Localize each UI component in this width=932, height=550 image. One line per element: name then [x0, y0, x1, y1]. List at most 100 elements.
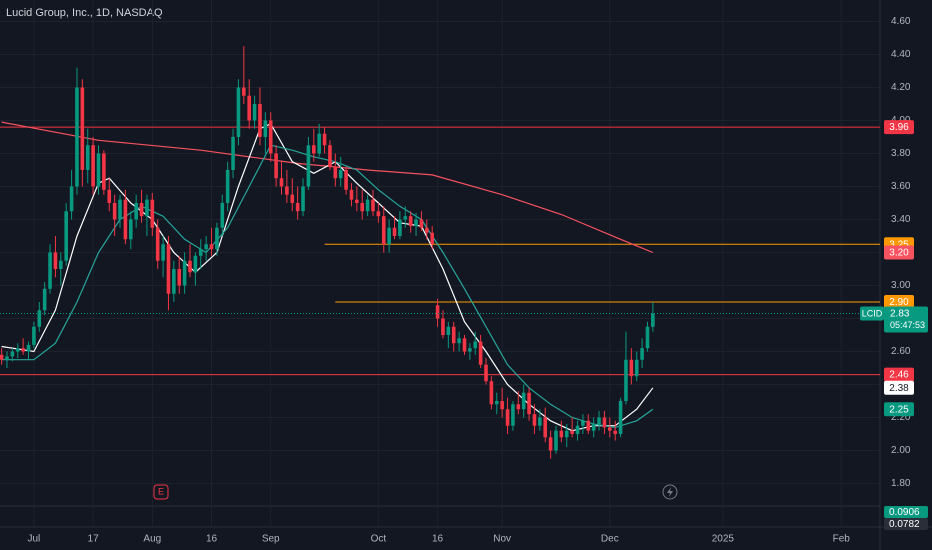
candle-body: [247, 95, 251, 121]
candle-body: [317, 133, 321, 154]
moving-average: [1, 121, 654, 254]
candle-body: [10, 351, 15, 357]
ma-label-bg: [884, 380, 914, 395]
candle-body: [172, 268, 176, 294]
candle-body: [231, 136, 235, 170]
candle-body: [521, 392, 526, 410]
candle-body: [538, 417, 542, 426]
candle-body: [134, 202, 138, 220]
candle-body: [112, 202, 117, 220]
candle-body: [586, 420, 591, 431]
candle-body: [91, 145, 95, 187]
candle-body: [193, 255, 198, 273]
symbol-tag: LCID: [862, 308, 883, 318]
candle-body: [32, 326, 36, 345]
candle-body: [263, 120, 268, 137]
candle-body: [457, 338, 461, 344]
candle-body: [150, 199, 155, 228]
y-tick-label: 3.40: [891, 214, 911, 225]
candle-body: [311, 145, 316, 154]
candle-body: [554, 430, 558, 451]
candle-body: [301, 186, 305, 212]
ma-label-bg: [884, 402, 914, 417]
candle-body: [53, 252, 58, 269]
candle-body: [155, 227, 160, 261]
x-tick-label: Jul: [28, 534, 41, 545]
level-label-bg: [884, 294, 914, 309]
indicator-label: 0.0906: [889, 507, 920, 518]
x-tick-label: 16: [432, 534, 444, 545]
candle-body: [597, 417, 601, 425]
candle-body: [381, 216, 386, 245]
candle-body: [322, 133, 327, 146]
candle-body: [118, 199, 122, 220]
candle-body: [333, 166, 338, 179]
candle-body: [279, 178, 284, 187]
candle-body: [59, 260, 63, 269]
candle-body: [26, 344, 31, 352]
candle-body: [478, 341, 483, 365]
x-tick-label: Oct: [371, 534, 387, 545]
earnings-icon[interactable]: E: [153, 484, 169, 500]
candle-body: [344, 169, 348, 190]
candle-body: [640, 348, 644, 360]
level-label: 3.96: [889, 122, 909, 133]
candle-body: [527, 392, 531, 415]
candle-body: [408, 216, 413, 227]
candle-body: [96, 153, 101, 187]
candle-body: [360, 202, 365, 212]
candle-body: [446, 326, 451, 335]
y-tick-label: 2.00: [891, 445, 911, 456]
x-tick-label: Nov: [493, 534, 511, 545]
ma-label: 3.20: [889, 248, 909, 259]
y-tick-label: 2.60: [891, 346, 911, 357]
candle-body: [5, 356, 9, 360]
candle-body: [252, 103, 257, 121]
candle-body: [602, 417, 607, 428]
ma-label-bg: [884, 245, 914, 260]
candle-body: [608, 427, 612, 431]
ma-label: 2.38: [889, 383, 909, 394]
x-tick-label: 16: [206, 534, 218, 545]
x-tick-label: 17: [88, 534, 100, 545]
last-price-label: 2.83: [890, 309, 910, 320]
candle-body: [220, 202, 225, 228]
candle-body: [500, 400, 504, 410]
indicator-label: 0.0782: [889, 519, 920, 530]
y-tick-label: 2.20: [891, 412, 911, 423]
x-tick-label: Aug: [143, 534, 161, 545]
candle-body: [505, 409, 510, 426]
level-label-bg: [884, 120, 914, 135]
candle-body: [215, 227, 219, 250]
candle-body: [419, 219, 424, 228]
candle-body: [328, 145, 332, 167]
candle-body: [591, 424, 596, 431]
x-tick-label: Feb: [833, 534, 851, 545]
candle-body: [306, 145, 311, 187]
indicator-label-bg: [884, 506, 928, 518]
candle-body: [209, 244, 214, 250]
candle-body: [548, 437, 553, 451]
candle-body: [242, 87, 246, 96]
candle-body: [618, 400, 623, 434]
candle-body: [145, 199, 149, 217]
candle-body: [581, 420, 585, 426]
level-label-bg: [884, 367, 914, 382]
candle-body: [376, 211, 381, 217]
candle-body: [468, 348, 472, 352]
candle-body: [629, 359, 634, 377]
candle-body: [473, 341, 478, 349]
candle-body: [42, 288, 47, 311]
level-label: 2.46: [889, 370, 909, 381]
x-tick-label: Sep: [262, 534, 280, 545]
candle-body: [268, 120, 273, 154]
candle-body: [365, 199, 370, 212]
candle-body: [387, 227, 391, 245]
dividend-icon[interactable]: [662, 484, 678, 500]
candle-body: [398, 219, 402, 236]
candle-body: [543, 417, 548, 438]
candle-body: [64, 211, 69, 261]
candle-body: [102, 153, 106, 190]
candle-body: [511, 404, 515, 426]
candle-body: [188, 260, 192, 273]
